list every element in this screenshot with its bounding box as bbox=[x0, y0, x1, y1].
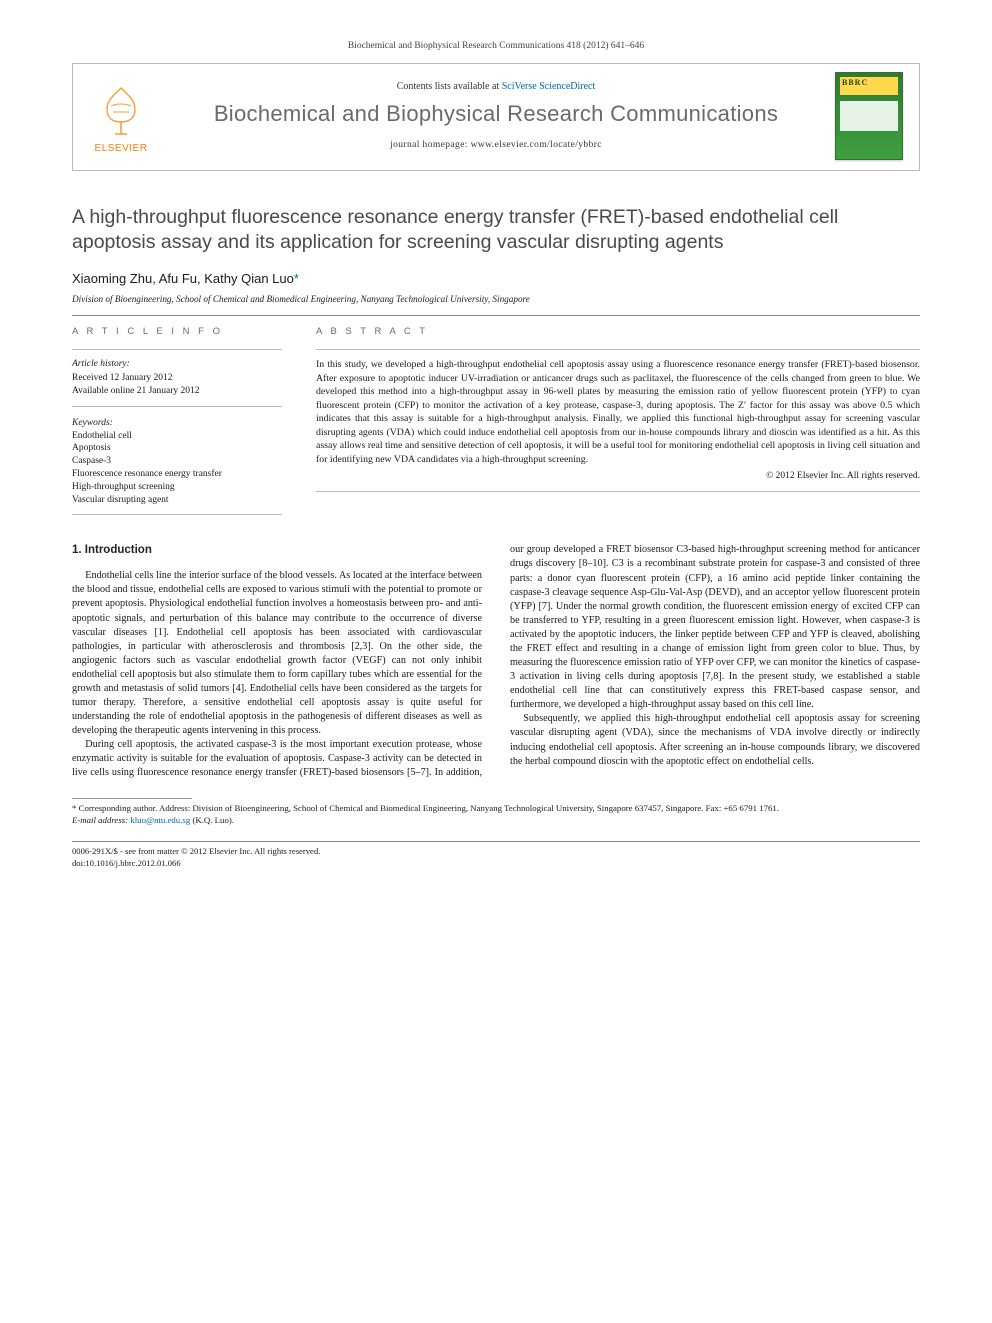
divider bbox=[316, 349, 920, 350]
journal-name: Biochemical and Biophysical Research Com… bbox=[171, 99, 821, 129]
history-online: Available online 21 January 2012 bbox=[72, 385, 282, 398]
front-matter-row: A R T I C L E I N F O Article history: R… bbox=[72, 326, 920, 523]
divider bbox=[72, 349, 282, 350]
abstract-block: A B S T R A C T In this study, we develo… bbox=[316, 326, 920, 523]
email-label: E-mail address: bbox=[72, 815, 128, 825]
masthead-center: Contents lists available at SciVerse Sci… bbox=[171, 80, 821, 152]
email-attribution: (K.Q. Luo). bbox=[192, 815, 234, 825]
keywords-label: Keywords: bbox=[72, 417, 282, 430]
footnote-rule bbox=[72, 798, 192, 799]
cover-label: BBRC bbox=[842, 78, 868, 89]
doi: doi:10.1016/j.bbrc.2012.01.066 bbox=[72, 858, 920, 870]
abstract-heading: A B S T R A C T bbox=[316, 326, 920, 339]
authors-text: Xiaoming Zhu, Afu Fu, Kathy Qian Luo bbox=[72, 271, 294, 286]
journal-homepage: journal homepage: www.elsevier.com/locat… bbox=[171, 139, 821, 152]
keyword: Caspase-3 bbox=[72, 455, 282, 468]
contents-line: Contents lists available at SciVerse Sci… bbox=[171, 80, 821, 94]
correspondence-footnote: * Corresponding author. Address: Divisio… bbox=[72, 798, 920, 827]
footer-meta: 0006-291X/$ - see front matter © 2012 El… bbox=[72, 846, 920, 869]
publisher-name: ELSEVIER bbox=[95, 142, 148, 156]
corresponding-email-line: E-mail address: kluo@ntu.edu.sg (K.Q. Lu… bbox=[72, 815, 920, 827]
body-paragraph: Endothelial cells line the interior surf… bbox=[72, 569, 482, 738]
running-head: Biochemical and Biophysical Research Com… bbox=[72, 40, 920, 53]
divider bbox=[72, 315, 920, 316]
divider bbox=[72, 406, 282, 407]
corresponding-email[interactable]: kluo@ntu.edu.sg bbox=[130, 815, 190, 825]
journal-masthead: ELSEVIER Contents lists available at Sci… bbox=[72, 63, 920, 171]
history-label: Article history: bbox=[72, 358, 282, 371]
publisher-logo: ELSEVIER bbox=[85, 76, 157, 156]
elsevier-tree-icon bbox=[93, 82, 149, 140]
history-received: Received 12 January 2012 bbox=[72, 372, 282, 385]
keyword: Fluorescence resonance energy transfer bbox=[72, 468, 282, 481]
keyword: Apoptosis bbox=[72, 442, 282, 455]
author-list: Xiaoming Zhu, Afu Fu, Kathy Qian Luo* bbox=[72, 270, 920, 288]
keyword: High-throughput screening bbox=[72, 481, 282, 494]
affiliation: Division of Bioengineering, School of Ch… bbox=[72, 293, 920, 305]
abstract-copyright: © 2012 Elsevier Inc. All rights reserved… bbox=[316, 470, 920, 483]
section-heading: 1. Introduction bbox=[72, 543, 482, 559]
article-info-heading: A R T I C L E I N F O bbox=[72, 326, 282, 339]
keyword: Vascular disrupting agent bbox=[72, 494, 282, 507]
issn-line: 0006-291X/$ - see front matter © 2012 El… bbox=[72, 846, 920, 858]
corresponding-mark: * bbox=[294, 271, 299, 286]
body-paragraph: Subsequently, we applied this high-throu… bbox=[510, 712, 920, 768]
homepage-prefix: journal homepage: bbox=[390, 140, 471, 150]
corresponding-author: * Corresponding author. Address: Divisio… bbox=[72, 803, 920, 815]
sciencedirect-link[interactable]: SciVerse ScienceDirect bbox=[502, 81, 596, 92]
footer-divider bbox=[72, 841, 920, 842]
divider bbox=[316, 491, 920, 492]
article-info-block: A R T I C L E I N F O Article history: R… bbox=[72, 326, 282, 523]
keyword: Endothelial cell bbox=[72, 430, 282, 443]
homepage-url[interactable]: www.elsevier.com/locate/ybbrc bbox=[471, 140, 602, 150]
divider bbox=[72, 514, 282, 515]
article-body: 1. Introduction Endothelial cells line t… bbox=[72, 543, 920, 780]
abstract-text: In this study, we developed a high-throu… bbox=[316, 358, 920, 466]
journal-cover-thumb: BBRC bbox=[835, 72, 903, 160]
article-title: A high-throughput fluorescence resonance… bbox=[72, 205, 920, 256]
contents-prefix: Contents lists available at bbox=[397, 81, 502, 92]
